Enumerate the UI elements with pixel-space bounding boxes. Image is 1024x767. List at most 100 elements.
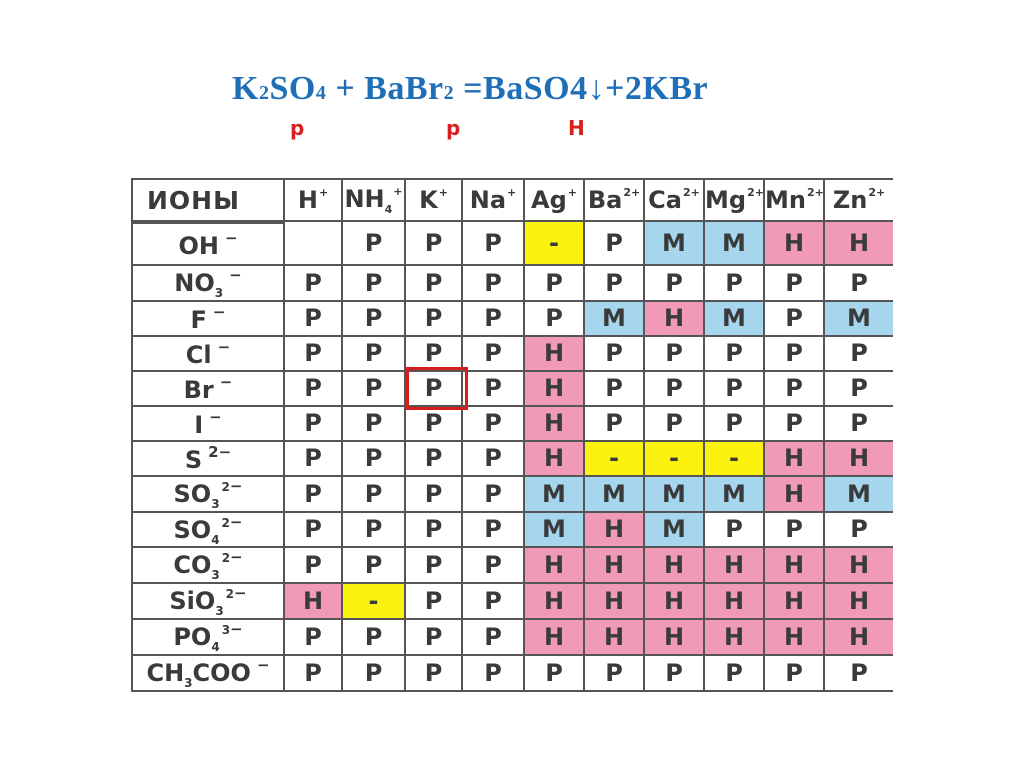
solubility-cell: P [643, 406, 703, 442]
cation-symbol: Mg [705, 186, 747, 214]
solubility-cell: P [461, 619, 523, 656]
cation-header: Ca2+ [643, 178, 703, 222]
solubility-cell: P [823, 406, 893, 442]
table-row: CH3COO − P P P P P P P P P P [131, 655, 893, 692]
solubility-cell: P [763, 301, 823, 337]
solubility-cell: H [823, 222, 893, 266]
anion-header: SO32− [131, 476, 283, 513]
anion-charge-number: 2 [221, 551, 231, 566]
solubility-cell: P [461, 441, 523, 477]
solubility-cell: P [583, 371, 643, 407]
solubility-cell: H [763, 584, 823, 620]
anion-charge-number: 2 [221, 515, 230, 530]
cation-header: Mn2+ [763, 178, 824, 222]
cation-charge: + [393, 184, 403, 198]
eq-br-index: 2 [443, 82, 455, 104]
solubility-cell: P [283, 512, 341, 549]
eq-k-index: 2 [258, 82, 270, 104]
cation-header: Mg2+ [703, 178, 764, 222]
solubility-cell: P [583, 266, 643, 302]
anion-symbol: PO [173, 622, 212, 651]
anion-symbol: CH [146, 658, 185, 687]
solubility-cell: P [523, 655, 583, 692]
solubility-cell: P [341, 266, 404, 302]
solubility-cell: P [283, 336, 341, 372]
solubility-cell: P [643, 655, 703, 692]
solubility-cell: H [823, 548, 893, 585]
solubility-cell: P [404, 266, 461, 302]
solubility-cell: M [643, 476, 703, 513]
solubility-cell: M [703, 222, 763, 266]
solubility-cell: H [583, 619, 643, 656]
anion-symbol: F [190, 305, 207, 334]
table-row: F − P P P P P M H M P M [131, 301, 893, 337]
table-row: PO43− P P P P H H H H H H [131, 619, 893, 656]
cation-symbol: Zn [832, 186, 868, 214]
solubility-cell: M [523, 512, 583, 549]
solubility-cell: P [461, 584, 523, 620]
anion-header: Cl − [131, 336, 283, 372]
solubility-cell: M [583, 476, 643, 513]
solubility-cell: P [404, 584, 461, 620]
table-row: OH − P P P - P M M H H [131, 222, 893, 266]
solubility-cell: H [703, 548, 763, 585]
solubility-cell: P [341, 512, 404, 549]
anion-symbol: CO [173, 551, 212, 580]
solubility-cell: M [643, 512, 703, 549]
solubility-cell: H [763, 441, 823, 477]
solubility-cell: H [523, 619, 583, 656]
table-row: Br − P P P P H P P P P P [131, 371, 893, 407]
solubility-cell: P [461, 371, 523, 407]
solubility-table-container: ИОНЫ H+ NH4+ K+ Na+ Ag+ Ba2+ Ca2+ Mg2+ Mn2+ Zn2+ … [131, 178, 893, 714]
anion-symbol: SO [173, 515, 212, 544]
solubility-cell: P [404, 222, 461, 266]
cation-header: Na+ [461, 178, 523, 222]
table-row: SO42− P P P P M H M P P P [131, 512, 893, 549]
anion-subscript: 3 [184, 675, 193, 690]
solubility-cell: P [583, 406, 643, 442]
solubility-cell: P [283, 655, 341, 692]
solubility-cell: P [283, 371, 341, 407]
solubility-cell: P [461, 476, 523, 513]
table-row: Cl − P P P P H P P P P P [131, 336, 893, 372]
solubility-cell: H [583, 548, 643, 585]
solubility-cell: H [763, 548, 823, 585]
solubility-cell: H [823, 441, 893, 477]
solubility-cell: P [283, 476, 341, 513]
solubility-cell: H [523, 371, 583, 407]
anion-symbol: OH [178, 231, 219, 260]
anion-header: Br − [131, 371, 283, 407]
solubility-cell: H [643, 301, 703, 337]
cation-charge: 2+ [806, 186, 824, 199]
anion-header: NO3− [131, 266, 283, 302]
solubility-cell: M [643, 222, 703, 266]
solubility-cell: H [643, 584, 703, 620]
anion-symbol: Cl [185, 340, 212, 369]
solubility-cell: P [341, 406, 404, 442]
solubility-cell: P [823, 371, 893, 407]
solubility-cell: P [643, 371, 703, 407]
solubility-cell: P [703, 406, 763, 442]
solubility-cell: P [703, 512, 763, 549]
anion-charge: 2− [208, 442, 232, 461]
table-row: I − P P P P H P P P P P [131, 406, 893, 442]
solubility-cell: P [341, 336, 404, 372]
solubility-cell: - [523, 222, 583, 266]
solubility-cell: P [583, 222, 643, 266]
solubility-cell: H [523, 548, 583, 585]
anion-charge: − [234, 584, 247, 603]
table-row: CO32− P P P P H H H H H H [131, 548, 893, 585]
solubility-cell: P [341, 619, 404, 656]
solubility-cell: H [823, 619, 893, 656]
cation-symbol: NH [344, 184, 385, 213]
cation-header: Ag+ [523, 178, 583, 222]
anion-header: I − [131, 406, 283, 442]
cation-charge: + [507, 186, 517, 199]
solubility-cell: - [703, 441, 763, 477]
anion-symbol-tail: COO [192, 658, 251, 687]
header-row: ИОНЫ H+ NH4+ K+ Na+ Ag+ Ba2+ Ca2+ Mg2+ Mn2+ Zn2+ [131, 178, 893, 222]
precipitate-arrow: ↓ [587, 70, 606, 107]
table-row: SiO32− H - P P H H H H H H [131, 584, 893, 620]
anion-subscript: 3 [211, 568, 220, 583]
anion-header: PO43− [131, 619, 283, 656]
